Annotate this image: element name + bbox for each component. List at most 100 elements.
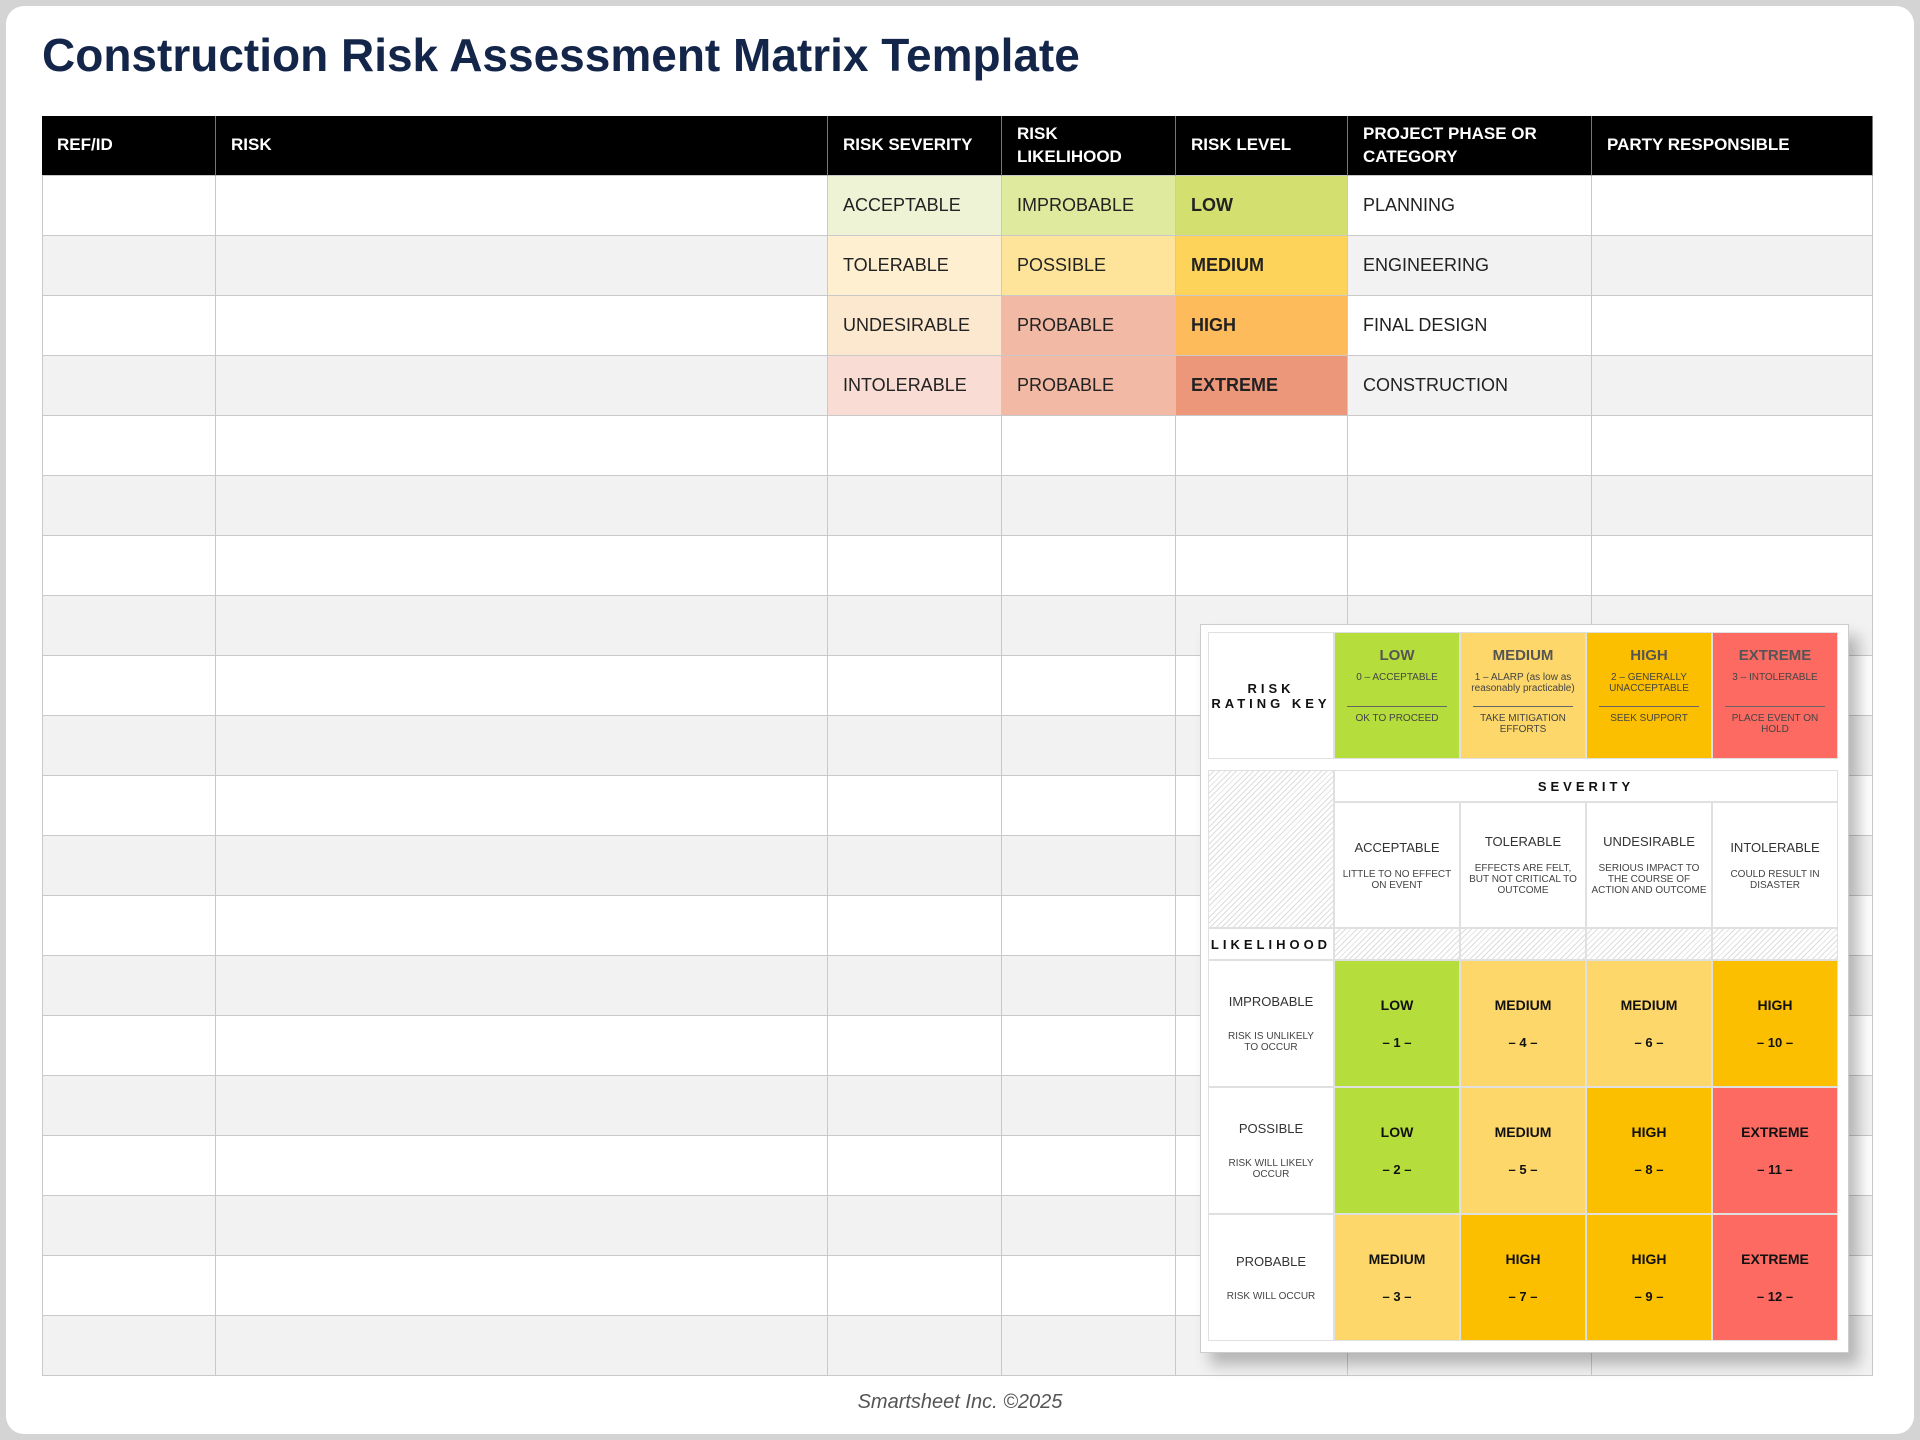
table-cell: IMPROBABLE <box>1002 176 1176 236</box>
empty-cell <box>1002 416 1176 476</box>
empty-cell <box>216 536 828 596</box>
empty-cell <box>1592 356 1873 416</box>
empty-cell <box>216 956 828 1016</box>
column-header: REF/ID <box>42 116 216 176</box>
empty-cell <box>828 776 1002 836</box>
empty-cell <box>1002 1136 1176 1196</box>
separator <box>1599 706 1699 707</box>
empty-cell <box>1176 476 1348 536</box>
empty-cell <box>42 896 216 956</box>
matrix-cell: MEDIUM – 4 – <box>1460 960 1586 1087</box>
empty-cell <box>216 716 828 776</box>
empty-cell <box>1002 1076 1176 1136</box>
empty-cell <box>42 1136 216 1196</box>
empty-cell <box>1002 716 1176 776</box>
empty-cell <box>42 656 216 716</box>
empty-cell <box>216 416 828 476</box>
cell-level: MEDIUM <box>1620 997 1678 1013</box>
empty-cell <box>42 296 216 356</box>
likelihood-desc: RISK WILL OCCUR <box>1226 1290 1316 1302</box>
key-level-name: EXTREME <box>1738 647 1812 664</box>
empty-cell <box>1176 416 1348 476</box>
table-cell: PROBABLE <box>1002 296 1176 356</box>
empty-cell <box>1002 836 1176 896</box>
cell-level: HIGH <box>1631 1124 1667 1140</box>
cell-level: MEDIUM <box>1368 1251 1426 1267</box>
key-level-name: MEDIUM <box>1492 647 1554 664</box>
likelihood-name: IMPROBABLE <box>1228 994 1314 1009</box>
likelihood-row: POSSIBLE RISK WILL LIKELY OCCUR <box>1208 1087 1334 1214</box>
cell-level: HIGH <box>1631 1251 1667 1267</box>
empty-cell <box>216 1256 828 1316</box>
key-action: SEEK SUPPORT <box>1610 713 1688 724</box>
table-cell: ACCEPTABLE <box>828 176 1002 236</box>
severity-name: TOLERABLE <box>1484 834 1562 849</box>
empty-cell <box>216 1136 828 1196</box>
table-cell: CONSTRUCTION <box>1348 356 1592 416</box>
empty-cell <box>1002 536 1176 596</box>
empty-cell <box>216 176 828 236</box>
cell-score: – 10 – <box>1756 1035 1794 1050</box>
key-rating: 3 – INTOLERABLE <box>1732 672 1818 683</box>
key-level: MEDIUM 1 – ALARP (as low as reasonably pr… <box>1460 632 1586 759</box>
empty-cell <box>1002 956 1176 1016</box>
severity-column: UNDESIRABLE SERIOUS IMPACT TO THE COURSE … <box>1586 802 1712 928</box>
matrix-cell: HIGH – 10 – <box>1712 960 1838 1087</box>
cell-level: MEDIUM <box>1494 997 1552 1013</box>
empty-cell <box>1592 296 1873 356</box>
hatch <box>1586 928 1712 960</box>
empty-cell <box>828 896 1002 956</box>
severity-desc: SERIOUS IMPACT TO THE COURSE OF ACTION A… <box>1591 863 1707 896</box>
matrix-cell: EXTREME – 12 – <box>1712 1214 1838 1341</box>
matrix-cell: LOW – 2 – <box>1334 1087 1460 1214</box>
cell-level: HIGH <box>1757 997 1793 1013</box>
likelihood-label: LIKELIHOOD <box>1208 928 1334 960</box>
severity-column: ACCEPTABLE LITTLE TO NO EFFECT ON EVENT <box>1334 802 1460 928</box>
hatch <box>1460 928 1586 960</box>
key-level-name: HIGH <box>1630 647 1668 664</box>
empty-cell <box>216 296 828 356</box>
matrix-cell: EXTREME – 11 – <box>1712 1087 1838 1214</box>
matrix-cell: HIGH – 9 – <box>1586 1214 1712 1341</box>
severity-column: TOLERABLE EFFECTS ARE FELT, BUT NOT CRITI… <box>1460 802 1586 928</box>
cell-score: – 5 – <box>1508 1162 1538 1177</box>
key-label: RISK RATING KEY <box>1208 632 1334 759</box>
empty-cell <box>1002 776 1176 836</box>
empty-cell <box>828 536 1002 596</box>
severity-column: INTOLERABLE COULD RESULT IN DISASTER <box>1712 802 1838 928</box>
empty-cell <box>1002 1316 1176 1376</box>
empty-cell <box>216 836 828 896</box>
cell-level: MEDIUM <box>1494 1124 1552 1140</box>
empty-cell <box>42 356 216 416</box>
table-cell: FINAL DESIGN <box>1348 296 1592 356</box>
empty-cell <box>828 1016 1002 1076</box>
empty-cell <box>1348 416 1592 476</box>
empty-cell <box>42 596 216 656</box>
page: Construction Risk Assessment Matrix Temp… <box>6 6 1914 1434</box>
empty-cell <box>216 476 828 536</box>
table-cell: TOLERABLE <box>828 236 1002 296</box>
risk-key-card: RISK RATING KEY LOW 0 – ACCEPTABLE OK TO PR… <box>1200 624 1849 1353</box>
empty-cell <box>42 1196 216 1256</box>
empty-cell <box>1592 536 1873 596</box>
empty-cell <box>1348 476 1592 536</box>
cell-score: – 6 – <box>1634 1035 1664 1050</box>
cell-score: – 11 – <box>1757 1162 1793 1177</box>
table-cell: UNDESIRABLE <box>828 296 1002 356</box>
cell-level: HIGH <box>1505 1251 1541 1267</box>
cell-level: LOW <box>1380 997 1414 1013</box>
key-rating: 0 – ACCEPTABLE <box>1356 672 1438 683</box>
cell-score: – 7 – <box>1508 1289 1538 1304</box>
separator <box>1473 706 1573 707</box>
column-header: RISK <box>216 116 828 176</box>
empty-cell <box>828 956 1002 1016</box>
empty-cell <box>42 776 216 836</box>
hatch <box>1208 770 1334 928</box>
likelihood-name: POSSIBLE <box>1238 1121 1304 1136</box>
severity-name: INTOLERABLE <box>1730 839 1820 855</box>
empty-cell <box>42 416 216 476</box>
matrix-cell: HIGH – 7 – <box>1460 1214 1586 1341</box>
empty-cell <box>1348 536 1592 596</box>
empty-cell <box>216 1316 828 1376</box>
empty-cell <box>1002 896 1176 956</box>
